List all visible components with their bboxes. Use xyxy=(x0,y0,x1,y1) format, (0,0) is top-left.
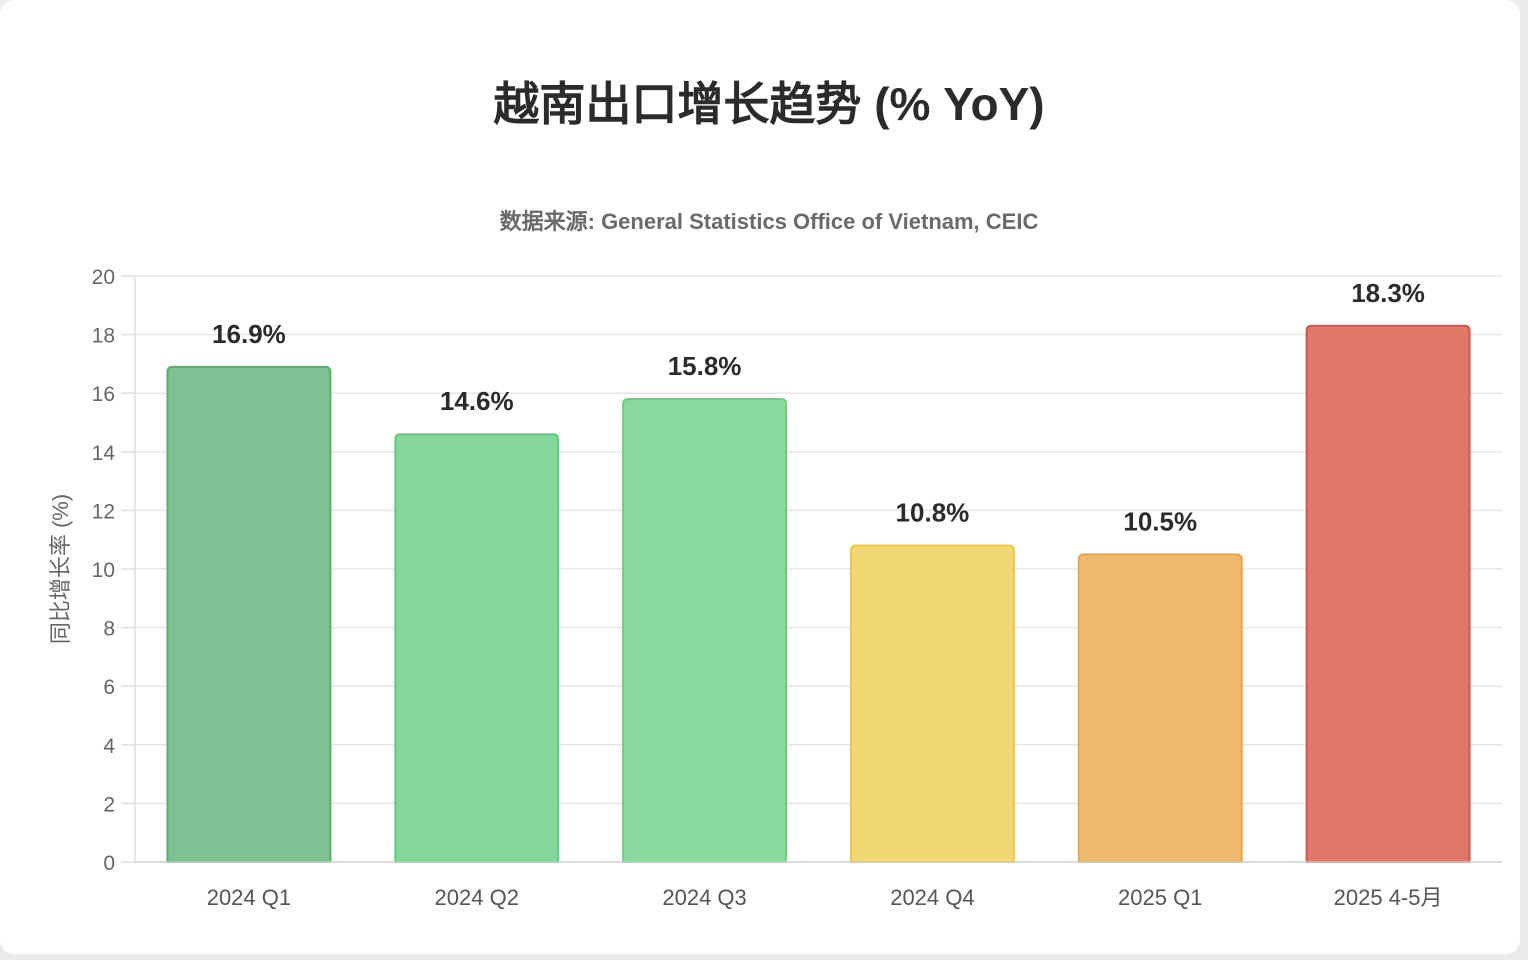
data-label: 18.3% xyxy=(1351,278,1425,308)
bar[interactable] xyxy=(1077,553,1243,863)
data-label: 10.5% xyxy=(1123,506,1197,536)
y-axis-title: 同比增长率 (%) xyxy=(48,494,73,644)
y-tick-label: 0 xyxy=(103,852,115,875)
bar[interactable] xyxy=(394,433,560,863)
y-tick-label: 18 xyxy=(92,325,115,348)
y-tick-label: 2 xyxy=(103,793,115,816)
x-tick-label: 2024 Q3 xyxy=(662,885,746,910)
x-axis-labels: 2024 Q1 2024 Q2 2024 Q3 2024 Q4 2025 Q1 2025 … xyxy=(207,885,1443,910)
grid-lines xyxy=(135,275,1502,805)
x-tick-label: 2025 Q1 xyxy=(1118,885,1202,910)
y-tick-label: 6 xyxy=(103,676,115,699)
x-tick-label: 2024 Q1 xyxy=(207,885,291,910)
chart-title: 越南出口增长趋势 (% YoY) xyxy=(493,78,1045,130)
bar[interactable] xyxy=(622,398,788,863)
y-axis-ticks: 0 2 4 6 8 10 12 14 16 18 20 xyxy=(92,266,135,875)
data-label: 16.9% xyxy=(212,319,286,349)
bar[interactable] xyxy=(849,544,1015,863)
x-tick-label: 2024 Q2 xyxy=(435,885,519,910)
bars xyxy=(166,324,1471,863)
y-tick-label: 8 xyxy=(103,618,115,641)
y-tick-label: 16 xyxy=(92,383,115,406)
chart-subtitle: 数据来源: General Statistics Office of Vietn… xyxy=(500,209,1039,234)
x-tick-label: 2025 4-5月 xyxy=(1334,885,1443,910)
x-tick-label: 2024 Q4 xyxy=(890,885,974,910)
y-tick-label: 14 xyxy=(92,442,116,465)
y-tick-label: 20 xyxy=(92,266,115,289)
y-tick-label: 10 xyxy=(92,559,115,582)
data-label: 15.8% xyxy=(668,351,742,381)
bar[interactable] xyxy=(1305,324,1471,863)
bar[interactable] xyxy=(166,365,332,863)
value-labels: 16.9% 14.6% 15.8% 10.8% 10.5% 18.3% xyxy=(212,278,1425,537)
data-label: 10.8% xyxy=(896,498,970,528)
data-label: 14.6% xyxy=(440,386,514,416)
y-tick-label: 4 xyxy=(103,735,115,758)
y-tick-label: 12 xyxy=(92,500,115,523)
